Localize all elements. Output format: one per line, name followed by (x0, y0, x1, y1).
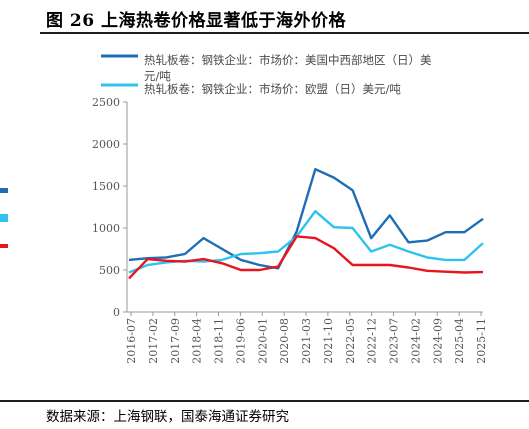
source-note: 数据来源：上海钢联，国泰海通证券研究 (46, 409, 289, 425)
x-axis: 2016-07 2017-02 2017-09 2018-04 2018-11 2019-… (125, 311, 488, 364)
x-tick-label: 2016-07 (125, 318, 138, 364)
x-tick-label: 2021-10 (322, 318, 335, 364)
y-tick-label: 2500 (92, 96, 120, 109)
series-line-2 (128, 209, 484, 274)
series-line-3 (128, 235, 484, 280)
legend-label-2: 热轧板卷：钢铁企业：市场价：欧盟（日）美元/吨 (144, 82, 401, 96)
left-mark-2 (0, 214, 8, 222)
y-tick-label: 0 (113, 306, 120, 319)
series-line-1 (128, 167, 484, 270)
y-tick-label: 2000 (92, 138, 120, 151)
legend-label-1: 热轧板卷：钢铁企业：市场价：美国中西部地区（日）美 (144, 53, 432, 67)
x-tick-label: 2025-04 (453, 318, 466, 364)
x-tick-label: 2019-06 (234, 318, 247, 364)
y-tick-label: 1000 (92, 222, 120, 235)
x-tick-label: 2017-02 (147, 318, 160, 364)
y-tick-label: 500 (99, 264, 120, 277)
x-tick-label: 2023-07 (388, 318, 401, 364)
x-tick-label: 2018-11 (213, 318, 226, 364)
x-tick-label: 2024-09 (431, 318, 444, 364)
top-rule (40, 32, 529, 34)
line-chart: 热轧板卷：钢铁企业：市场价：美国中西部地区（日）美元/吨热轧板卷：钢铁企业：市场… (92, 53, 488, 364)
y-tick-label: 1500 (92, 180, 120, 193)
left-mark-3 (0, 244, 8, 248)
x-tick-label: 2025-11 (475, 318, 488, 364)
x-tick-label: 2024-02 (409, 318, 422, 364)
legend: 热轧板卷：钢铁企业：市场价：美国中西部地区（日）美元/吨热轧板卷：钢铁企业：市场… (101, 53, 432, 96)
x-tick-label: 2020-08 (278, 318, 291, 364)
figure-title: 图 26 上海热卷价格显著低于海外价格 (46, 11, 346, 31)
x-tick-label: 2020-01 (256, 318, 269, 364)
legend-label-1-cont: 元/吨 (144, 69, 171, 83)
x-tick-label: 2022-12 (366, 318, 379, 364)
x-tick-label: 2021-03 (300, 318, 313, 364)
x-tick-label: 2018-04 (191, 318, 204, 364)
bottom-rule (0, 400, 529, 402)
x-tick-label: 2022-05 (344, 318, 357, 364)
y-axis: 0 500 1000 1500 2000 2500 (92, 96, 128, 319)
left-mark-1 (0, 188, 8, 193)
series-layer (128, 167, 484, 280)
x-tick-label: 2017-09 (169, 318, 182, 364)
